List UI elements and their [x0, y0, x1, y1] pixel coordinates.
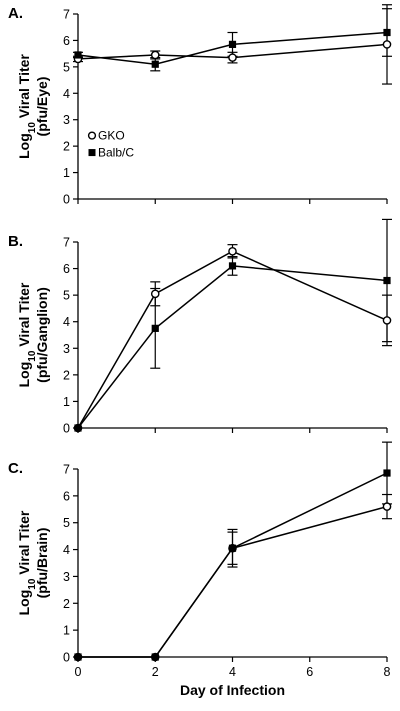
y-tick-label: 2 — [63, 368, 70, 382]
series-line-gko — [77, 250, 388, 429]
y-axis-label: Log10 Viral Titer — [16, 510, 38, 615]
data-point-balb-c — [74, 653, 82, 661]
y-tick-label: 1 — [63, 395, 70, 409]
x-tick-label: 6 — [306, 665, 313, 679]
y-axis-label-log: Log — [16, 590, 32, 616]
y-axis-label-subscript: 10 — [27, 578, 38, 590]
y-tick-label: 5 — [63, 289, 70, 303]
y-axis-label-subscript: 10 — [27, 350, 38, 362]
chart-panel-2: B. Log10 Viral Titer (pfu/Ganglion) 0 1 2 3 4 5 6… — [8, 218, 392, 436]
series-line-balb-c — [77, 31, 388, 65]
y-tick-label: 4 — [63, 543, 70, 557]
legend: GKO Balb/C — [87, 129, 134, 160]
data-point-balb-c — [74, 51, 82, 59]
data-point-gko — [150, 289, 160, 299]
chart-panel-3: C. Log10 Viral Titer (pfu/Brain) 0 1 2 3 4 5 6 7 0 2… — [8, 441, 392, 698]
y-tick-label: 6 — [63, 489, 70, 503]
legend-marker-open-circle — [87, 131, 97, 140]
legend-marker-filled-square — [88, 149, 96, 157]
panel-label: B. — [8, 233, 23, 250]
x-tick-label: 0 — [75, 665, 82, 679]
chart-panel-1: A. Log10 Viral Titer (pfu/Eye) 0 1 2 3 4 5 6 7 GKO B… — [8, 4, 392, 207]
y-axis-unit-label: (pfu/Ganglion) — [34, 287, 50, 383]
y-tick-label: 3 — [63, 342, 70, 356]
y-axis-label-log: Log — [16, 362, 32, 388]
y-tick-label: 4 — [63, 87, 70, 101]
data-point-gko — [382, 316, 392, 325]
y-axis-label-text: Viral Titer — [16, 510, 32, 579]
data-point-balb-c — [228, 262, 237, 270]
x-tick-label: 4 — [229, 665, 236, 679]
series-line-gko — [77, 43, 388, 60]
y-tick-label: 1 — [63, 624, 70, 638]
y-axis-label-text: Viral Titer — [16, 282, 32, 351]
data-point-balb-c — [151, 324, 159, 332]
x-axis-label: Day of Infection — [180, 682, 285, 698]
y-tick-label: 7 — [63, 463, 70, 477]
y-tick-label: 7 — [63, 236, 70, 250]
y-tick-label: 4 — [63, 315, 70, 329]
data-point-balb-c — [74, 424, 82, 432]
legend-label: GKO — [98, 129, 125, 143]
y-axis-unit-label: (pfu/Eye) — [34, 77, 50, 137]
y-axis-unit-label: (pfu/Brain) — [34, 528, 50, 599]
y-tick-label: 5 — [63, 60, 70, 74]
y-tick-label: 6 — [63, 34, 70, 48]
x-tick-label: 8 — [384, 665, 391, 679]
y-tick-label: 6 — [63, 262, 70, 276]
series-line-balb-c — [78, 472, 388, 658]
data-point-gko — [382, 40, 392, 49]
y-tick-label: 0 — [63, 422, 70, 436]
panel-label: C. — [8, 460, 23, 477]
data-point-balb-c — [228, 544, 237, 552]
x-tick-label: 2 — [152, 665, 159, 679]
y-tick-label: 5 — [63, 516, 70, 530]
y-axis-label: Log10 Viral Titer — [16, 54, 38, 159]
data-point-balb-c — [228, 40, 237, 48]
data-point-gko — [228, 53, 237, 62]
y-tick-label: 1 — [63, 166, 70, 180]
y-tick-label: 2 — [63, 140, 70, 154]
y-tick-label: 3 — [63, 113, 70, 127]
y-axis-label-text: Viral Titer — [16, 54, 32, 123]
y-tick-label: 2 — [63, 597, 70, 611]
y-axis-label-subscript: 10 — [27, 122, 38, 134]
legend-label: Balb/C — [98, 146, 134, 160]
panel-label: A. — [8, 5, 23, 22]
series-line-balb-c — [77, 265, 388, 429]
y-tick-label: 3 — [63, 570, 70, 584]
y-axis-label-log: Log — [16, 133, 32, 159]
data-point-balb-c — [383, 28, 391, 37]
y-tick-label: 0 — [63, 193, 70, 207]
data-point-gko — [150, 50, 160, 60]
data-point-balb-c — [151, 60, 159, 68]
data-point-balb-c — [383, 469, 391, 477]
y-axis-label: Log10 Viral Titer — [16, 282, 38, 387]
data-point-balb-c — [383, 276, 391, 285]
y-tick-label: 0 — [63, 651, 70, 665]
data-point-balb-c — [151, 653, 159, 661]
y-tick-label: 7 — [63, 8, 70, 22]
data-point-gko — [228, 246, 237, 256]
data-point-gko — [382, 502, 392, 511]
